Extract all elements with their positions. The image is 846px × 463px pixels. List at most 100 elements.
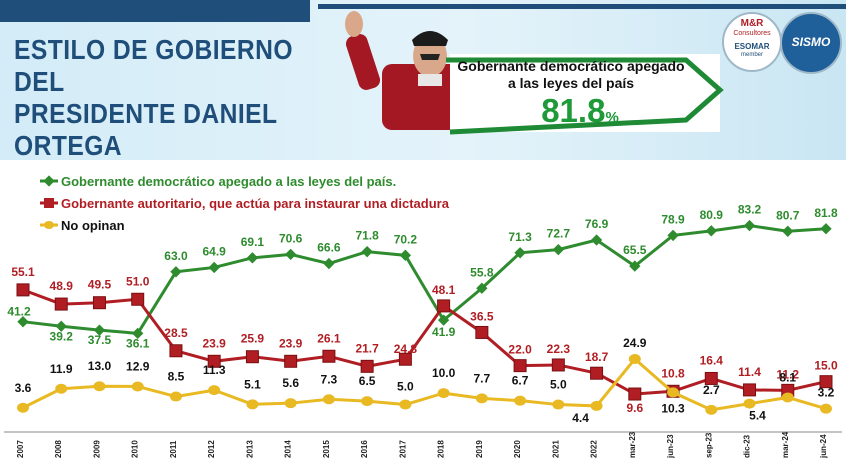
data-label-s2: 18.7	[585, 350, 609, 364]
data-label-s2: 11.4	[738, 365, 761, 379]
x-tick-label: sep-23	[704, 432, 713, 458]
data-label-s1: 64.9	[203, 244, 227, 258]
data-label-s1: 65.5	[623, 243, 647, 257]
logo2-text: SISMO	[791, 35, 831, 49]
legend-label-1: Gobernante democrático apegado a las ley…	[61, 174, 396, 189]
callout-label: Gobernante democrático apegado a las ley…	[457, 58, 685, 91]
data-label-s3: 5.0	[397, 380, 414, 394]
data-point-s1	[629, 260, 641, 272]
sismo-logo: SISMO	[780, 12, 842, 74]
data-label-s1: 81.8	[814, 206, 838, 220]
data-point-s1	[705, 225, 717, 237]
logo1-line4: member	[740, 52, 763, 58]
data-label-s1: 71.8	[355, 229, 379, 243]
data-point-s1	[590, 234, 603, 246]
data-label-s3: 3.2	[818, 386, 835, 400]
data-label-s1: 70.2	[394, 232, 418, 246]
header-top-band	[0, 0, 310, 22]
data-point-s3	[705, 404, 718, 415]
data-point-s3	[361, 396, 374, 407]
logo1-line2: Consultores	[733, 30, 771, 37]
data-point-s3	[208, 385, 221, 396]
data-point-s3	[590, 400, 603, 411]
mr-consultores-logo: M&R Consultores ESOMAR member	[722, 12, 782, 72]
data-point-s3	[284, 398, 297, 409]
x-tick-label: 2009	[92, 440, 101, 458]
data-label-s1: 71.3	[508, 230, 532, 244]
data-point-s1	[55, 320, 67, 332]
data-label-s3: 11.3	[203, 363, 226, 377]
x-tick-label: 2012	[207, 440, 216, 458]
data-point-s3	[743, 398, 756, 409]
data-point-s1	[132, 327, 144, 340]
data-point-s2	[551, 358, 565, 372]
data-label-s1: 41.2	[7, 305, 31, 319]
data-point-s2	[590, 366, 604, 380]
data-label-s2: 23.9	[203, 336, 227, 350]
data-point-s3	[437, 388, 450, 399]
chart-area	[0, 162, 846, 463]
data-point-s3	[169, 391, 182, 402]
data-point-s1	[782, 225, 794, 237]
data-label-s1: 72.7	[547, 227, 571, 241]
data-point-s2	[819, 375, 833, 389]
data-label-s1: 41.9	[432, 325, 456, 339]
data-label-s1: 63.0	[164, 249, 188, 263]
data-point-s3	[475, 393, 488, 404]
data-point-s3	[55, 383, 68, 394]
data-label-s2: 10.8	[661, 366, 685, 380]
series-line-3	[22, 356, 827, 412]
title-line-1: ESTILO DE GOBIERNO DEL	[14, 34, 293, 97]
data-label-s1: 78.9	[661, 212, 685, 226]
data-label-s2: 55.1	[11, 265, 35, 279]
x-tick-label: 2019	[475, 440, 484, 458]
x-tick-label: 2016	[360, 440, 369, 458]
callout-arrow	[446, 57, 724, 135]
x-tick-label: 2014	[284, 440, 293, 458]
data-label-s2: 21.7	[355, 341, 379, 355]
data-label-s3: 5.4	[749, 409, 766, 423]
data-label-s3: 12.9	[126, 359, 150, 373]
data-point-s1	[437, 314, 450, 326]
data-point-s2	[628, 387, 642, 401]
data-label-s2: 25.9	[241, 332, 265, 346]
data-label-s2: 16.4	[700, 353, 724, 367]
x-tick-label: dic-23	[743, 434, 752, 458]
x-tick-label: 2015	[322, 440, 331, 458]
callout-value-number: 81.8	[541, 92, 606, 129]
data-label-s3: 8.1	[779, 370, 796, 384]
data-label-s1: 70.6	[279, 231, 303, 245]
data-label-s3: 3.6	[15, 381, 32, 395]
data-point-s1	[208, 261, 220, 274]
data-point-s2	[475, 325, 489, 339]
data-label-s3: 13.0	[88, 359, 112, 373]
x-tick-label: 2018	[437, 440, 446, 458]
data-label-s3: 5.1	[244, 377, 261, 391]
data-label-s2: 11.2	[776, 367, 799, 381]
data-label-s3: 6.5	[359, 374, 376, 388]
callout-value-unit: %	[605, 109, 619, 126]
data-point-s3	[399, 399, 412, 410]
data-label-s3: 7.3	[321, 372, 338, 386]
data-label-s2: 51.0	[126, 274, 150, 288]
data-label-s1: 80.7	[776, 208, 800, 222]
data-point-s2	[245, 350, 259, 364]
data-label-s3: 10.0	[432, 366, 456, 380]
data-point-s1	[93, 324, 106, 336]
data-point-s1	[361, 246, 373, 258]
data-label-s3: 7.7	[474, 371, 491, 385]
data-point-s1	[552, 243, 564, 256]
data-point-s1	[667, 229, 679, 242]
data-point-s2	[54, 297, 68, 311]
data-label-s3: 10.3	[661, 401, 685, 415]
data-point-s1	[246, 252, 259, 264]
data-label-s3: 5.0	[550, 378, 567, 392]
data-point-s3	[514, 395, 527, 406]
logo1-line1: M&R	[740, 18, 764, 29]
data-point-s2	[437, 299, 451, 313]
data-point-s2	[743, 383, 757, 397]
data-label-s1: 36.1	[126, 336, 150, 350]
data-point-s3	[17, 402, 29, 413]
data-label-s1: 80.9	[700, 208, 724, 222]
page-title: ESTILO DE GOBIERNO DEL PRESIDENTE DANIEL…	[14, 34, 322, 162]
